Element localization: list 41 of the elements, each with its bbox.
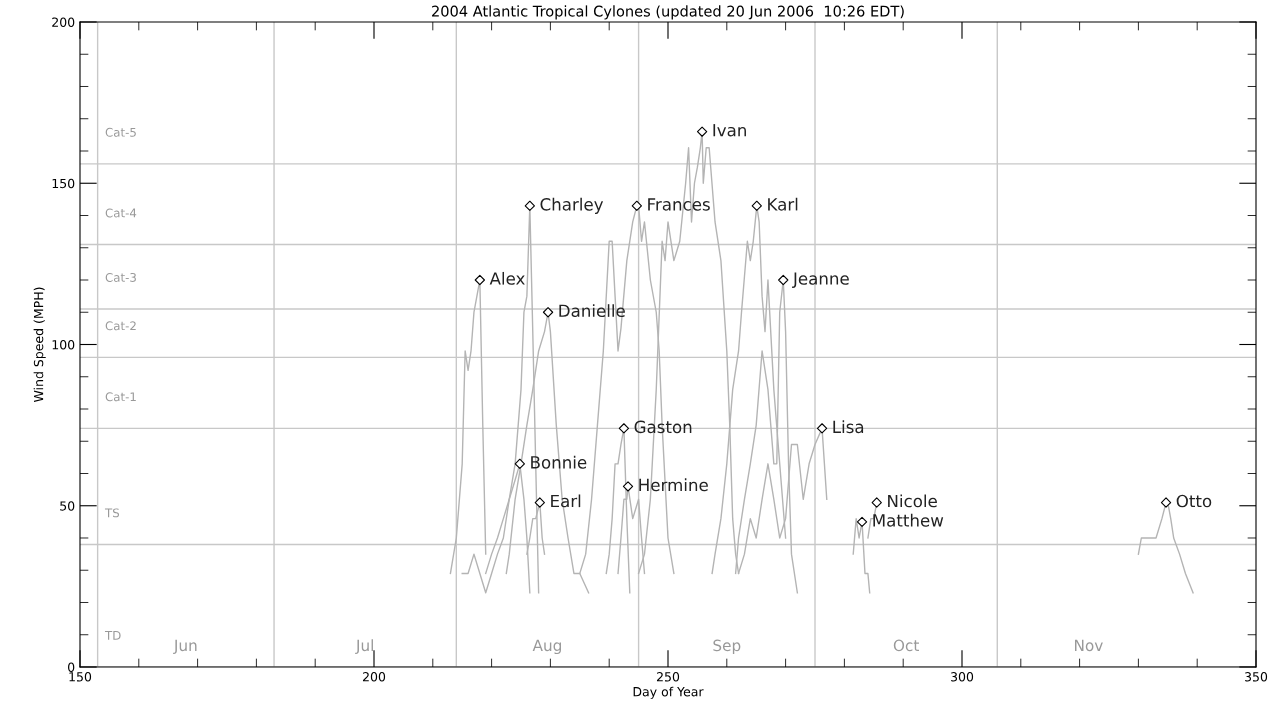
- x-tick-label: 200: [362, 672, 386, 682]
- ref-line-label: TD: [104, 631, 121, 640]
- annotation: Nov: [1075, 639, 1103, 652]
- chart-title: 2004 Atlantic Tropical Cylones (updated 20 Jun 2006 10:26 EDT): [432, 5, 904, 20]
- ref-line-label: Cat-5: [105, 127, 136, 137]
- annotation: Matthew: [873, 513, 944, 527]
- annotation: Earl: [551, 494, 581, 508]
- annotation: Karl: [768, 197, 798, 211]
- annotation: Alex: [489, 271, 525, 285]
- annotation: Ivan: [713, 124, 746, 137]
- annotation: Jun: [173, 639, 197, 654]
- x-tick-label: 350: [1245, 672, 1268, 682]
- y-axis-title: Wind Speed (MPH): [33, 287, 46, 403]
- y-tick-label: 0: [68, 662, 75, 672]
- ref-line-label: Cat-3: [105, 272, 136, 282]
- annotation: Otto: [1176, 494, 1212, 508]
- x-tick-label: 300: [951, 672, 974, 682]
- x-axis-title: Day of Year: [633, 686, 704, 699]
- annotation: Danielle: [559, 304, 625, 318]
- annotation: Jul: [355, 639, 373, 654]
- annotation: Sep: [713, 639, 741, 655]
- ref-line-label: Cat-4: [105, 208, 137, 218]
- x-tick-label: 150: [69, 672, 92, 682]
- y-tick-label: 150: [52, 178, 75, 189]
- ref-line-label: Cat-1: [105, 392, 136, 402]
- annotation: Jeanne: [792, 272, 849, 288]
- annotation: Aug: [532, 639, 561, 655]
- annotation: Hermine: [639, 478, 708, 492]
- annotation: Frances: [648, 198, 710, 211]
- y-tick-label: 200: [52, 17, 75, 27]
- annotation: Gaston: [634, 420, 692, 434]
- y-tick-label: 100: [52, 339, 75, 350]
- y-tick-label: 50: [60, 501, 75, 511]
- ref-line-label: Cat-2: [105, 321, 136, 331]
- annotation: Nicole: [888, 494, 937, 508]
- annotation: Bonnie: [531, 455, 587, 469]
- ref-line-label: TS: [104, 508, 120, 518]
- annotation: Oct: [893, 639, 919, 652]
- annotation: Charley: [540, 197, 604, 214]
- annotation: Lisa: [833, 420, 864, 434]
- x-tick-label: 250: [656, 672, 680, 682]
